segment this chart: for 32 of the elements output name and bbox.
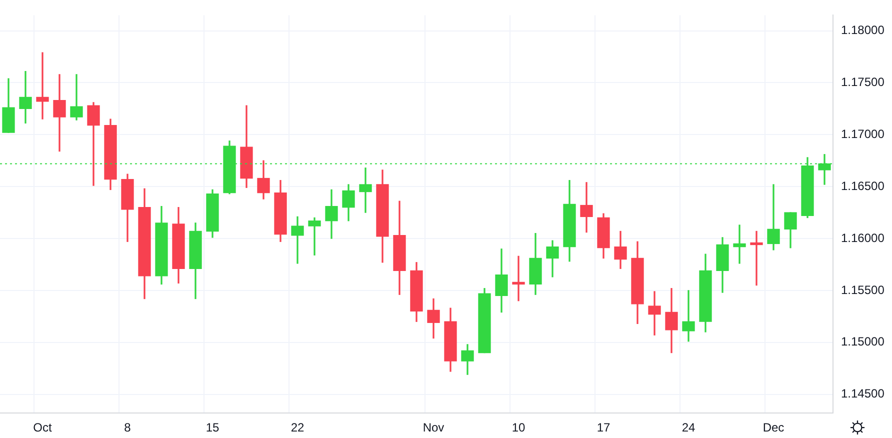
candlestick xyxy=(70,74,83,120)
candlestick xyxy=(733,224,746,264)
y-tick-label: 1.17000 xyxy=(841,126,885,141)
x-tick-label: 15 xyxy=(206,420,220,435)
candlestick xyxy=(291,216,304,264)
y-tick-label: 1.16500 xyxy=(841,178,885,193)
x-tick-label: 24 xyxy=(682,420,696,435)
candlestick xyxy=(648,291,661,336)
x-tick-label: Nov xyxy=(422,420,444,435)
candlestick xyxy=(308,217,321,256)
x-tick-label: Oct xyxy=(33,420,52,435)
candlestick xyxy=(580,182,593,233)
x-tick-label: 22 xyxy=(290,420,304,435)
y-tick-label: 1.14500 xyxy=(841,386,885,401)
candlestick xyxy=(53,74,66,152)
y-tick-label: 1.17500 xyxy=(841,75,885,90)
x-tick-label: 8 xyxy=(124,420,132,435)
candlestick xyxy=(512,256,525,302)
y-tick-label: 1.15000 xyxy=(841,334,885,349)
candlestick xyxy=(359,168,372,213)
x-tick-label: 10 xyxy=(512,420,526,435)
candlestick xyxy=(682,290,695,342)
candlestick xyxy=(19,70,32,124)
y-tick-label: 1.18000 xyxy=(841,23,885,38)
candlestick xyxy=(36,52,49,120)
candlestick xyxy=(87,102,100,186)
y-tick-label: 1.16000 xyxy=(841,230,885,245)
candlestick xyxy=(767,184,780,250)
candlestick xyxy=(750,230,763,286)
y-tick-label: 1.15500 xyxy=(841,282,885,297)
x-tick-label: 17 xyxy=(596,420,610,435)
x-tick-label: Dec xyxy=(762,420,784,435)
